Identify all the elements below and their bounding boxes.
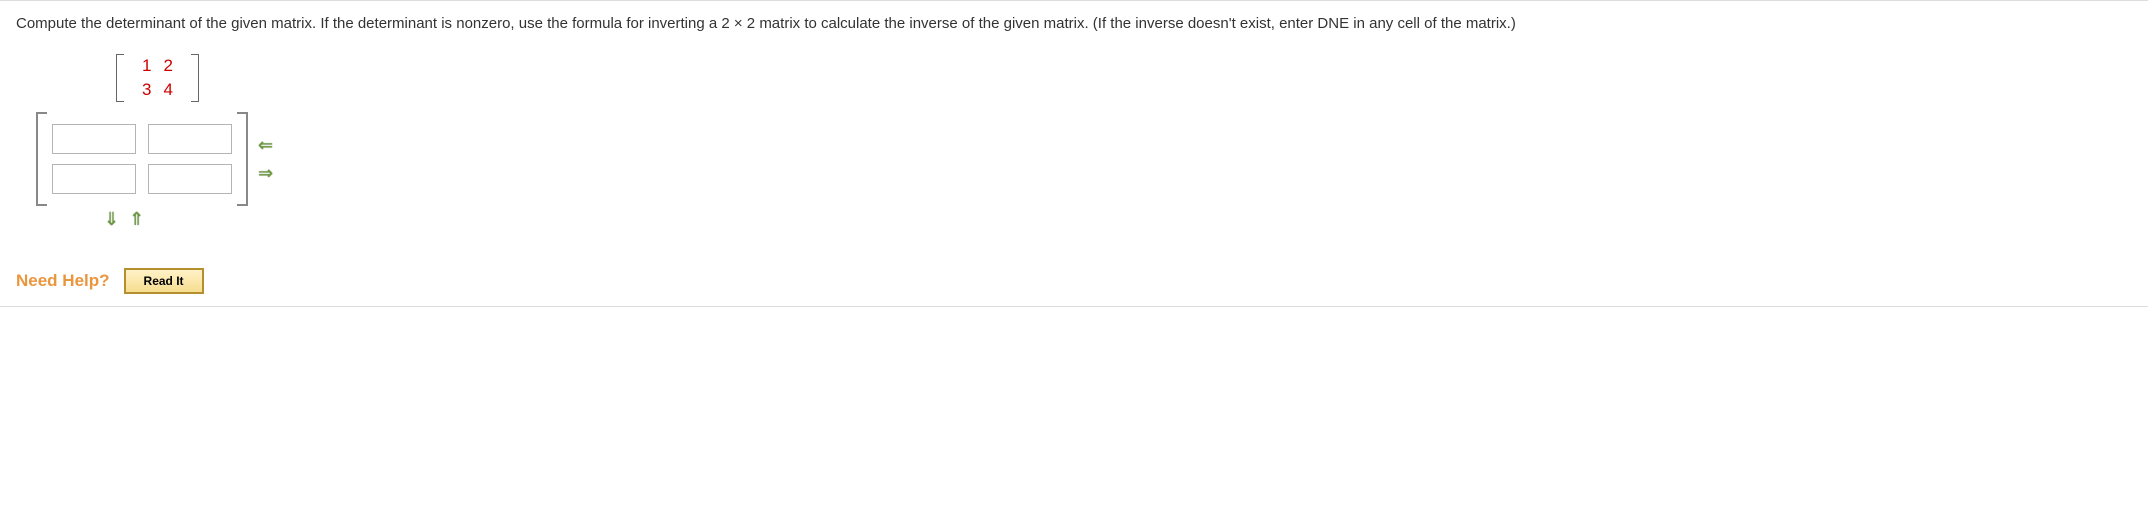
- answer-matrix: [36, 116, 248, 202]
- question-text: Compute the determinant of the given mat…: [16, 13, 2132, 36]
- answer-cell-input[interactable]: [52, 164, 136, 194]
- matrix-cell: 2: [157, 54, 178, 78]
- add-row-icon[interactable]: ⇑: [129, 210, 144, 228]
- read-it-button[interactable]: Read It: [124, 268, 204, 294]
- bracket-left: [116, 54, 136, 102]
- answer-cell-input[interactable]: [148, 124, 232, 154]
- answer-cell-input[interactable]: [148, 164, 232, 194]
- remove-row-icon[interactable]: ⇓: [104, 210, 119, 228]
- bracket-left: [36, 116, 46, 202]
- remove-column-icon[interactable]: ⇐: [258, 136, 273, 154]
- matrix-cell: 1: [136, 54, 157, 78]
- answer-cell-input[interactable]: [52, 124, 136, 154]
- add-column-icon[interactable]: ⇒: [258, 164, 273, 182]
- need-help-label: Need Help?: [16, 271, 110, 291]
- help-row: Need Help? Read It: [16, 268, 2132, 294]
- given-matrix: 1 2 3 4: [116, 54, 2132, 102]
- matrix-cell: 3: [136, 78, 157, 102]
- bracket-right: [238, 116, 248, 202]
- answer-area: ⇐ ⇒: [36, 116, 2132, 202]
- bracket-right: [179, 54, 199, 102]
- matrix-cell: 4: [157, 78, 178, 102]
